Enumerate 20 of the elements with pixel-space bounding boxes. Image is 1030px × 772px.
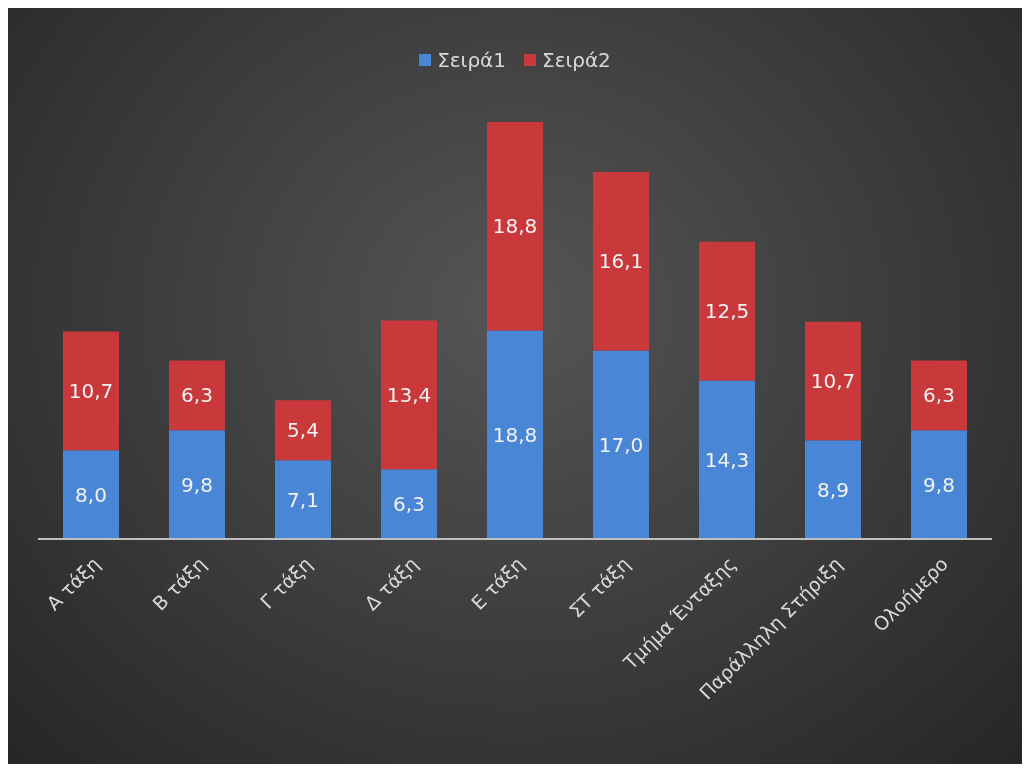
data-label: 12,5 <box>704 299 750 324</box>
legend-label: Σειρά2 <box>542 48 611 72</box>
data-label: 18,8 <box>492 214 538 239</box>
data-label: 8,9 <box>817 477 849 502</box>
data-label: 8,0 <box>75 482 107 507</box>
data-label: 10,7 <box>68 378 114 403</box>
data-label: 17,0 <box>598 432 644 457</box>
data-label: 6,3 <box>181 383 213 408</box>
data-label: 5,4 <box>287 418 319 443</box>
data-label: 6,3 <box>923 383 955 408</box>
data-label: 6,3 <box>393 492 425 517</box>
data-label: 9,8 <box>923 472 955 497</box>
data-label: 16,1 <box>598 249 644 274</box>
data-label: 18,8 <box>492 422 538 447</box>
data-label: 9,8 <box>181 472 213 497</box>
data-label: 10,7 <box>810 368 856 393</box>
legend-label: Σειρά1 <box>437 48 506 72</box>
data-label: 14,3 <box>704 447 750 472</box>
data-label: 7,1 <box>287 487 319 512</box>
data-label: 13,4 <box>386 382 432 407</box>
